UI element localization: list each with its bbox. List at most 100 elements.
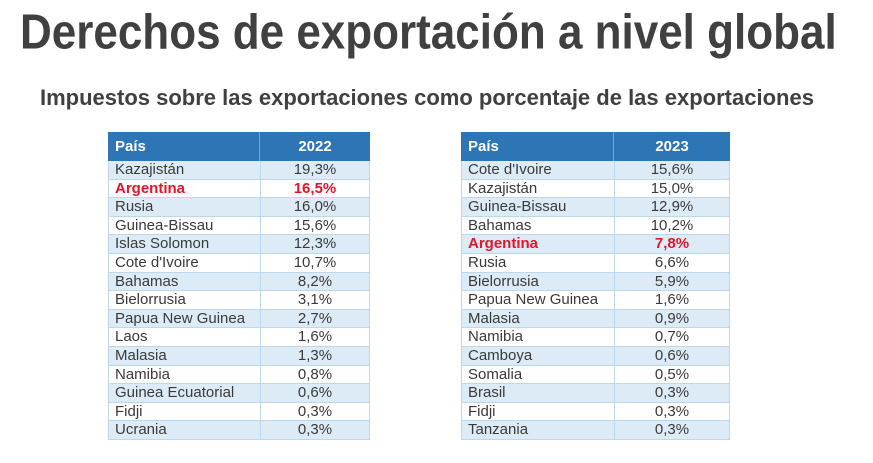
value-cell: 0,3% — [654, 384, 690, 402]
slide-subtitle: Impuestos sobre las exportaciones como p… — [40, 85, 814, 110]
value-cell: 16,5% — [293, 179, 337, 197]
country-cell: Cote d'Ivoire — [109, 253, 261, 272]
country-cell: Argentina — [109, 179, 261, 198]
country-cell: Cote d'Ivoire — [462, 161, 615, 179]
country-cell: Rusia — [109, 198, 261, 216]
table-row: Camboya 0,6% — [461, 346, 730, 366]
slide-title: Derechos de exportación a nivel global — [20, 5, 837, 60]
value-cell: 0,5% — [654, 365, 690, 383]
value-cell: 16,0% — [293, 198, 337, 216]
value-cell: 10,7% — [293, 253, 337, 271]
value-cell: 12,3% — [293, 235, 337, 253]
value-cell: 0,3% — [297, 402, 333, 420]
table-header-row: País 2023 — [461, 132, 730, 161]
value-cell: 2,7% — [297, 309, 333, 327]
country-cell: Bielorrusia — [109, 291, 261, 309]
value-cell: 1,6% — [654, 291, 690, 309]
value-cell: 1,6% — [297, 328, 333, 346]
value-cell: 10,2% — [650, 216, 694, 234]
table-row: Brasil 0,3% — [461, 384, 730, 403]
table-row: Papua New Guinea 1,6% — [461, 291, 730, 310]
table-row: Tanzania 0,3% — [461, 421, 730, 440]
value-cell: 0,8% — [297, 365, 333, 383]
country-cell: Somalia — [462, 365, 615, 384]
table-body: Cote d'Ivoire 15,6% Kazajistán 15,0% Guinea-… — [461, 161, 730, 440]
country-cell: Bahamas — [462, 216, 615, 235]
country-cell: Bahamas — [109, 272, 261, 291]
table-row: Fidji 0,3% — [108, 402, 370, 422]
table-row: Somalia 0,5% — [461, 365, 730, 385]
country-cell: Malasia — [109, 346, 261, 365]
header-country: País — [108, 132, 260, 161]
table-row: Cote d'Ivoire 15,6% — [461, 161, 730, 180]
value-cell: 15,6% — [293, 216, 337, 234]
table-row: Islas Solomon 12,3% — [108, 235, 370, 254]
country-cell: Rusia — [462, 253, 615, 272]
country-cell: Fidji — [462, 402, 615, 421]
table-row: Malasia 1,3% — [108, 346, 370, 366]
header-year: 2022 — [298, 138, 332, 155]
value-cell: 0,3% — [654, 402, 690, 420]
country-cell: Brasil — [462, 384, 615, 402]
table-row: Malasia 0,9% — [461, 309, 730, 329]
table-row: Kazajistán 15,0% — [461, 179, 730, 199]
value-cell: 3,1% — [297, 291, 333, 309]
table-row: Namibia 0,8% — [108, 365, 370, 385]
table-row-highlighted: Argentina 16,5% — [108, 179, 370, 199]
header-year: 2023 — [655, 138, 689, 155]
value-cell: 0,3% — [654, 421, 690, 439]
value-cell: 5,9% — [654, 272, 690, 290]
table-row: Laos 1,6% — [108, 328, 370, 347]
country-cell: Islas Solomon — [109, 235, 261, 253]
country-cell: Tanzania — [462, 421, 615, 439]
table-2022: País 2022 Kazajistán 19,3% Argentina 16,5% R… — [108, 132, 370, 440]
country-cell: Papua New Guinea — [109, 309, 261, 328]
table-row: Guinea Ecuatorial 0,6% — [108, 384, 370, 403]
value-cell: 1,3% — [297, 346, 333, 364]
country-cell: Guinea-Bissau — [462, 198, 615, 216]
country-cell: Camboya — [462, 346, 615, 365]
value-cell: 6,6% — [654, 253, 690, 271]
country-cell: Laos — [109, 328, 261, 346]
table-row: Bahamas 8,2% — [108, 272, 370, 292]
value-cell: 15,6% — [650, 161, 694, 178]
table-row: Namibia 0,7% — [461, 328, 730, 347]
country-cell: Guinea Ecuatorial — [109, 384, 261, 402]
country-cell: Guinea-Bissau — [109, 216, 261, 235]
country-cell: Namibia — [109, 365, 261, 384]
value-cell: 0,6% — [654, 346, 690, 364]
country-cell: Namibia — [462, 328, 615, 346]
table-row: Papua New Guinea 2,7% — [108, 309, 370, 329]
table-row: Rusia 16,0% — [108, 198, 370, 217]
table-row: Bielorrusia 5,9% — [461, 272, 730, 292]
country-cell: Ucrania — [109, 421, 261, 439]
value-cell: 7,8% — [654, 235, 690, 253]
country-cell: Papua New Guinea — [462, 291, 615, 309]
table-header-row: País 2022 — [108, 132, 370, 161]
table-2023: País 2023 Cote d'Ivoire 15,6% Kazajistán 15… — [461, 132, 730, 440]
country-cell: Fidji — [109, 402, 261, 421]
table-row: Rusia 6,6% — [461, 253, 730, 273]
table-body: Kazajistán 19,3% Argentina 16,5% Rusia 16,0% G… — [108, 161, 370, 440]
value-cell: 0,9% — [654, 309, 690, 327]
table-row: Bielorrusia 3,1% — [108, 291, 370, 310]
table-row: Guinea-Bissau 15,6% — [108, 216, 370, 236]
table-row: Bahamas 10,2% — [461, 216, 730, 236]
country-cell: Kazajistán — [462, 179, 615, 198]
value-cell: 0,3% — [297, 421, 333, 439]
country-cell: Kazajistán — [109, 161, 261, 179]
header-country: País — [461, 132, 614, 161]
value-cell: 0,7% — [654, 328, 690, 346]
country-cell: Bielorrusia — [462, 272, 615, 291]
value-cell: 15,0% — [650, 179, 694, 197]
value-cell: 8,2% — [297, 272, 333, 290]
table-row: Ucrania 0,3% — [108, 421, 370, 440]
table-row: Kazajistán 19,3% — [108, 161, 370, 180]
country-cell: Argentina — [462, 235, 615, 253]
table-row: Guinea-Bissau 12,9% — [461, 198, 730, 217]
table-row: Cote d'Ivoire 10,7% — [108, 253, 370, 273]
table-row: Fidji 0,3% — [461, 402, 730, 422]
table-row-highlighted: Argentina 7,8% — [461, 235, 730, 254]
country-cell: Malasia — [462, 309, 615, 328]
value-cell: 19,3% — [293, 161, 337, 178]
